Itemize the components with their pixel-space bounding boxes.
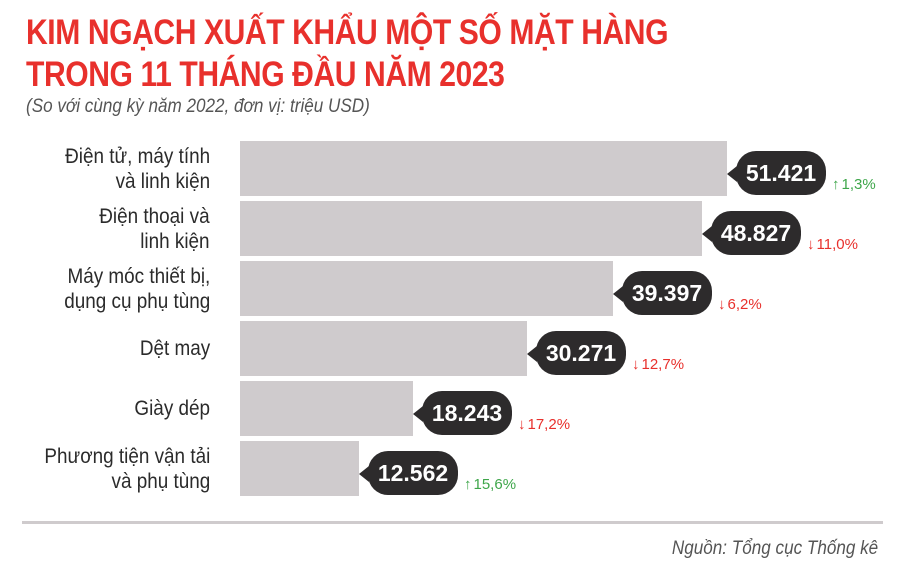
category-label: Giày dép — [134, 397, 210, 420]
category-label: Dệt may — [139, 337, 210, 360]
bar-row: Phương tiện vận tải và phụ tùng 12.562 ↑ 15… — [0, 441, 900, 496]
bar-row: Điện thoại và linh kiện 48.827 ↓ 11,0% — [0, 201, 900, 256]
value-label: 39.397 — [631, 279, 703, 306]
arrow-down-icon: ↓ — [807, 236, 815, 253]
bar — [240, 261, 613, 316]
category-label: Điện thoại và linh kiện — [99, 204, 210, 253]
bar-row: Điện tử, máy tính và linh kiện 51.421 ↑ 1,3… — [0, 141, 900, 196]
bar-row: Máy móc thiết bị, dụng cụ phụ tùng 39.397… — [0, 261, 900, 316]
chart-subtitle: (So với cùng kỳ năm 2022, đơn vị: triệu … — [26, 96, 370, 117]
bar — [240, 141, 727, 196]
change-percent: 15,6% — [473, 476, 517, 493]
bar-row: Dệt may 30.271 ↓ 12,7% — [0, 321, 900, 376]
change-indicator: ↓ 17,2% — [518, 416, 570, 433]
title-line-2: TRONG 11 THÁNG ĐẦU NĂM 2023 — [26, 55, 505, 94]
value-label: 48.827 — [720, 219, 792, 246]
change-indicator: ↓ 11,0% — [807, 236, 858, 253]
category-label: Phương tiện vận tải và phụ tùng — [44, 444, 210, 493]
bar — [240, 201, 702, 256]
change-indicator: ↑ 15,6% — [464, 476, 516, 493]
value-bubble: 18.243 — [413, 391, 512, 435]
bar — [240, 441, 359, 496]
source-note: Nguồn: Tổng cục Thống kê — [671, 538, 878, 559]
bar — [240, 321, 527, 376]
divider — [22, 521, 883, 524]
arrow-down-icon: ↓ — [518, 416, 526, 433]
bar-row: Giày dép 18.243 ↓ 17,2% — [0, 381, 900, 436]
change-percent: 17,2% — [527, 416, 571, 433]
arrow-up-icon: ↑ — [832, 176, 840, 193]
bar — [240, 381, 413, 436]
change-percent: 12,7% — [641, 356, 685, 373]
arrow-down-icon: ↓ — [632, 356, 640, 373]
value-bubble: 51.421 — [727, 151, 826, 195]
value-bubble: 48.827 — [702, 211, 801, 255]
value-bubble: 39.397 — [613, 271, 712, 315]
change-indicator: ↑ 1,3% — [832, 176, 876, 193]
title-line-1: KIM NGẠCH XUẤT KHẨU MỘT SỐ MẶT HÀNG — [26, 13, 669, 52]
value-label: 30.271 — [545, 339, 617, 366]
change-percent: 11,0% — [816, 236, 858, 253]
change-percent: 1,3% — [841, 176, 876, 193]
value-label: 12.562 — [377, 459, 449, 486]
value-label: 18.243 — [431, 399, 503, 426]
category-label: Điện tử, máy tính và linh kiện — [64, 144, 210, 193]
change-indicator: ↓ 12,7% — [632, 356, 684, 373]
category-label: Máy móc thiết bị, dụng cụ phụ tùng — [63, 264, 210, 313]
arrow-up-icon: ↑ — [464, 476, 472, 493]
arrow-down-icon: ↓ — [718, 296, 726, 313]
value-label: 51.421 — [745, 159, 817, 186]
chart-title: KIM NGẠCH XUẤT KHẨU MỘT SỐ MẶT HÀNG TRON… — [26, 12, 669, 96]
change-indicator: ↓ 6,2% — [718, 296, 762, 313]
value-bubble: 12.562 — [359, 451, 458, 495]
value-bubble: 30.271 — [527, 331, 626, 375]
change-percent: 6,2% — [727, 296, 762, 313]
